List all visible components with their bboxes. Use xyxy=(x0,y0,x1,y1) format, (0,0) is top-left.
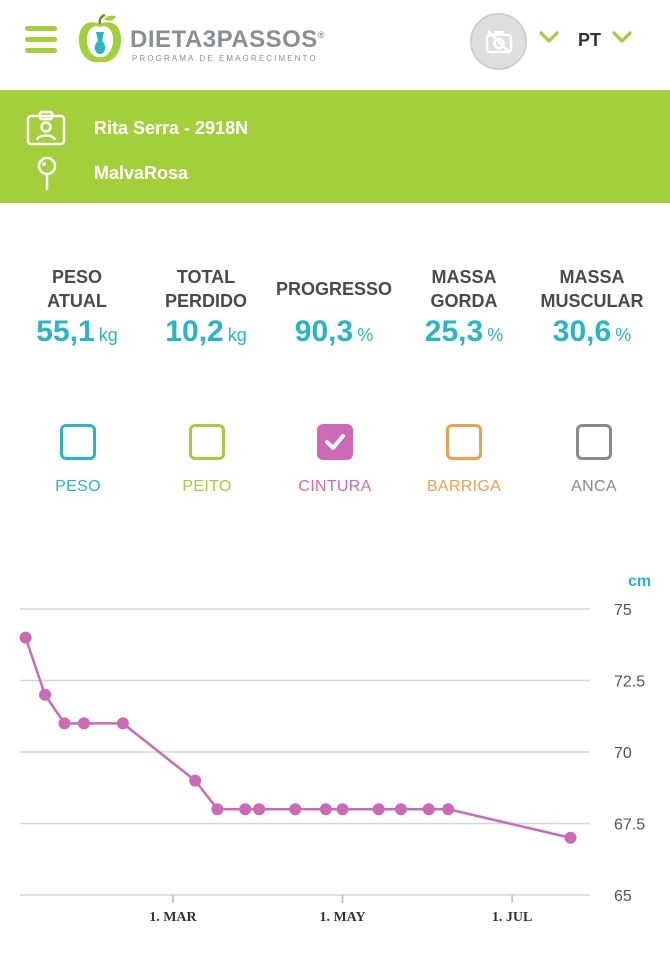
no-photo-icon xyxy=(485,30,513,54)
toggle-label: CINTURA xyxy=(298,478,372,495)
data-point xyxy=(77,717,90,730)
chevron-down-icon[interactable] xyxy=(612,30,632,44)
data-point xyxy=(58,717,71,730)
data-point xyxy=(116,717,129,730)
y-tick-label: 75 xyxy=(614,602,632,619)
app-header: DIETA3PASSOS® PROGRAMA DE EMAGRECIMENTO … xyxy=(0,0,670,90)
checkmark-icon xyxy=(325,434,345,450)
apple-logo-icon xyxy=(78,14,122,63)
checkbox[interactable] xyxy=(446,424,482,460)
stat-label: TOTAL PERDIDO xyxy=(164,267,247,311)
location-row: MalvaRosa xyxy=(0,153,670,193)
checkbox[interactable] xyxy=(189,424,225,460)
toggle-peso[interactable]: PESO xyxy=(18,424,138,496)
hamburger-menu-icon[interactable] xyxy=(25,26,57,54)
line-chart: 75 72.5 70 67.5 65 1. MAR 1. MAY 1. JUL xyxy=(19,602,645,925)
toggle-cintura[interactable]: CINTURA xyxy=(275,424,395,496)
measurement-chart: cm 75 72.5 70 67.5 65 1. MAR 1. MAY 1. JUL xyxy=(0,565,670,935)
profile-band: Rita Serra - 2918N MalvaRosa xyxy=(0,90,670,203)
data-point xyxy=(336,803,349,816)
stat-label: MASSA GORDA xyxy=(430,267,498,311)
stat-peso-atual: PESO ATUAL 55,1 kg xyxy=(12,265,142,349)
stat-massa-muscular: MASSA MUSCULAR 30,6% xyxy=(527,265,657,349)
checkbox[interactable] xyxy=(317,424,353,460)
location-name: MalvaRosa xyxy=(94,163,189,183)
measurement-toggles: PESO PEITO CINTURA BARRIGA ANCA xyxy=(0,424,670,504)
y-axis-unit: cm xyxy=(628,573,652,590)
data-point xyxy=(19,631,32,644)
stat-value: 30,6% xyxy=(552,315,632,348)
stat-value: 10,2 kg xyxy=(165,315,247,348)
profile-name: Rita Serra - 2918N xyxy=(94,118,249,138)
toggle-label: ANCA xyxy=(571,478,617,495)
stat-label: PESO ATUAL xyxy=(47,267,107,311)
toggle-peito[interactable]: PEITO xyxy=(147,424,267,496)
toggle-barriga[interactable]: BARRIGA xyxy=(404,424,524,496)
checkbox[interactable] xyxy=(576,424,612,460)
stat-progresso: PROGRESSO 90,3% xyxy=(269,265,399,349)
stat-massa-gorda: MASSA GORDA 25,3% xyxy=(399,265,529,349)
checkbox[interactable] xyxy=(60,424,96,460)
y-tick-label: 65 xyxy=(614,888,632,905)
y-tick-label: 67.5 xyxy=(614,817,645,834)
logo[interactable]: DIETA3PASSOS® PROGRAMA DE EMAGRECIMENTO xyxy=(76,14,324,70)
data-point xyxy=(253,803,266,816)
location-pin-icon xyxy=(37,156,57,191)
data-point xyxy=(564,831,577,844)
data-point xyxy=(289,803,302,816)
y-tick-label: 70 xyxy=(614,745,632,762)
stat-total-perdido: TOTAL PERDIDO 10,2 kg xyxy=(141,265,271,349)
data-point xyxy=(394,803,407,816)
logo-text: DIETA3PASSOS® xyxy=(130,26,325,53)
data-point xyxy=(39,688,52,701)
language-selector[interactable]: PT xyxy=(578,30,602,50)
data-point xyxy=(239,803,252,816)
logo-subtitle: PROGRAMA DE EMAGRECIMENTO xyxy=(132,54,318,63)
stats-summary: PESO ATUAL 55,1 kg TOTAL PERDIDO 10,2 kg PRO… xyxy=(0,265,670,365)
data-point xyxy=(442,803,455,816)
data-point xyxy=(211,803,224,816)
toggle-anca[interactable]: ANCA xyxy=(534,424,654,496)
chevron-down-icon[interactable] xyxy=(539,30,559,44)
stat-value: 55,1 kg xyxy=(36,315,118,348)
stat-value: 25,3% xyxy=(424,315,504,348)
stat-label: MASSA MUSCULAR xyxy=(540,267,644,311)
stat-value: 90,3% xyxy=(294,315,374,348)
data-point xyxy=(372,803,385,816)
data-point xyxy=(189,774,202,787)
x-tick-label: 1. MAR xyxy=(149,910,197,925)
x-tick-label: 1. MAY xyxy=(319,910,365,925)
stat-label: PROGRESSO xyxy=(275,279,393,299)
toggle-label: PEITO xyxy=(182,478,232,495)
x-tick-label: 1. JUL xyxy=(492,910,532,925)
avatar[interactable] xyxy=(470,13,527,70)
y-tick-label: 72.5 xyxy=(614,674,645,691)
data-point xyxy=(319,803,332,816)
id-badge-icon xyxy=(26,110,66,146)
toggle-label: PESO xyxy=(55,478,101,495)
toggle-label: BARRIGA xyxy=(426,478,502,495)
data-point xyxy=(422,803,435,816)
profile-row: Rita Serra - 2918N xyxy=(0,108,670,148)
